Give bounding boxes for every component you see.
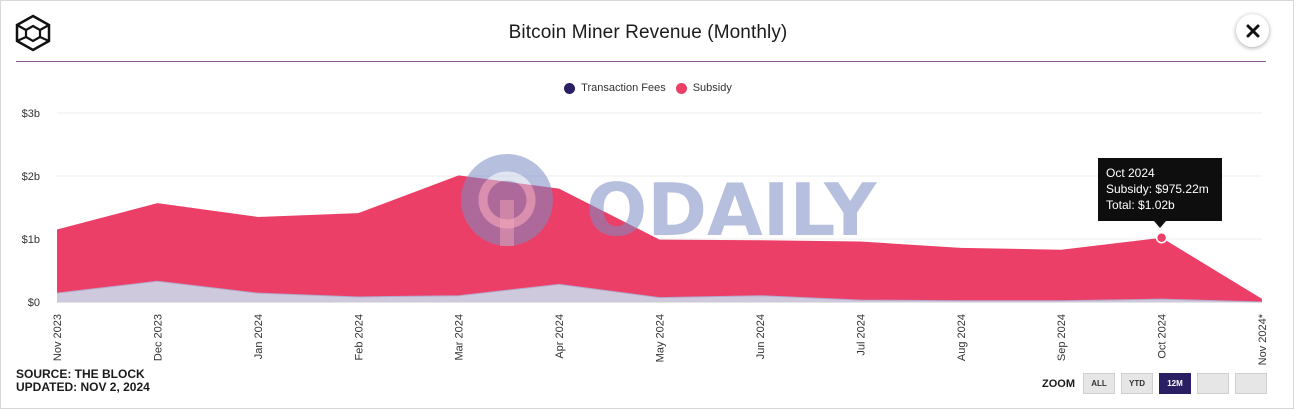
zoom-ytd-button[interactable]: YTD bbox=[1121, 373, 1153, 394]
tooltip-total: Total: $1.02b bbox=[1106, 198, 1175, 212]
close-icon bbox=[1246, 24, 1259, 37]
x-tick-label: Aug 2024 bbox=[956, 314, 968, 361]
the-block-logo-icon bbox=[15, 14, 51, 52]
title-divider bbox=[16, 61, 1266, 62]
legend-swatch-subsidy bbox=[675, 82, 687, 94]
zoom-12m-button[interactable]: 12M bbox=[1159, 373, 1191, 394]
zoom-controls: ZOOM ALL YTD 12M bbox=[1042, 373, 1267, 394]
x-tick-label: Jan 2024 bbox=[253, 314, 265, 359]
x-tick-label: Mar 2024 bbox=[454, 314, 466, 360]
zoom-all-button[interactable]: ALL bbox=[1083, 373, 1115, 394]
watermark-text: ODAILY bbox=[586, 168, 877, 252]
x-tick-label: Sep 2024 bbox=[1056, 314, 1068, 361]
chart-legend: Transaction Fees Subsidy bbox=[0, 82, 1296, 94]
tooltip-subsidy: Subsidy: $975.22m bbox=[1106, 182, 1209, 196]
chart-title: Bitcoin Miner Revenue (Monthly) bbox=[508, 22, 788, 43]
y-tick-label: $3b bbox=[22, 108, 40, 120]
legend-item-subsidy[interactable]: Subsidy bbox=[675, 82, 732, 94]
x-tick-label: Jun 2024 bbox=[755, 314, 767, 359]
source-note: SOURCE: THE BLOCK UPDATED: NOV 2, 2024 bbox=[16, 368, 150, 394]
zoom-label: ZOOM bbox=[1042, 377, 1075, 390]
zoom-blank-button-1[interactable] bbox=[1197, 373, 1229, 394]
x-tick-label: Dec 2023 bbox=[152, 314, 164, 361]
y-tick-label: $1b bbox=[22, 234, 40, 246]
close-button[interactable] bbox=[1236, 14, 1269, 47]
highlight-point[interactable] bbox=[1155, 231, 1168, 244]
tooltip-arrow bbox=[1154, 221, 1166, 228]
tooltip-month: Oct 2024 bbox=[1106, 166, 1155, 180]
updated-line: UPDATED: NOV 2, 2024 bbox=[16, 380, 150, 394]
legend-swatch-transaction-fees bbox=[564, 82, 576, 94]
legend-item-transaction-fees[interactable]: Transaction Fees bbox=[564, 82, 666, 94]
x-tick-label: May 2024 bbox=[655, 314, 667, 362]
x-tick-label: Nov 2024* bbox=[1257, 313, 1269, 365]
x-tick-label: Feb 2024 bbox=[353, 314, 365, 360]
legend-label-subsidy: Subsidy bbox=[692, 82, 732, 94]
data-tooltip: Oct 2024 Subsidy: $975.22m Total: $1.02b bbox=[1098, 158, 1222, 221]
y-tick-label: $2b bbox=[22, 171, 40, 183]
source-line: SOURCE: THE BLOCK bbox=[16, 367, 145, 381]
zoom-blank-button-2[interactable] bbox=[1235, 373, 1267, 394]
odaily-watermark: ODAILY bbox=[461, 154, 877, 252]
x-tick-label: Nov 2023 bbox=[52, 314, 64, 361]
series-line-transaction-fees bbox=[56, 280, 1263, 303]
series-area-subsidy bbox=[57, 175, 1262, 302]
x-tick-label: Jul 2024 bbox=[855, 314, 867, 356]
x-tick-label: Oct 2024 bbox=[1157, 314, 1169, 359]
legend-label-transaction-fees: Transaction Fees bbox=[581, 82, 666, 94]
y-tick-label: $0 bbox=[28, 297, 40, 309]
x-tick-label: Apr 2024 bbox=[554, 314, 566, 359]
